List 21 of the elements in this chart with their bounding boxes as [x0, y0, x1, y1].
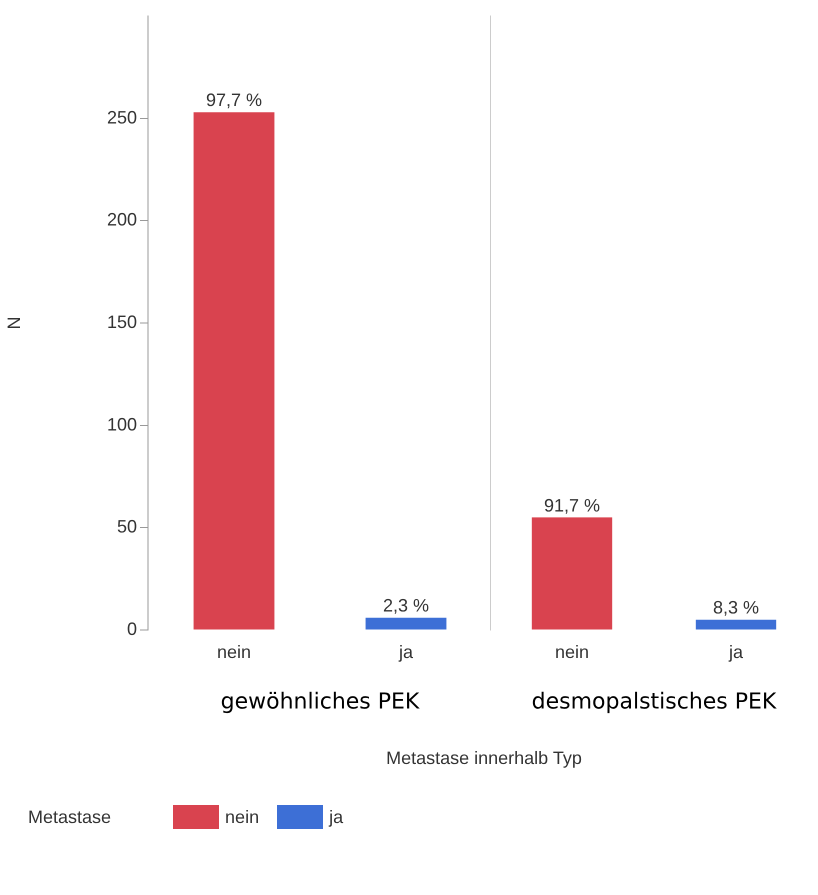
y-tick-label: 150 [106, 312, 137, 332]
x-tick-label: ja [398, 642, 414, 662]
annotation: 97,7 % [206, 90, 262, 110]
y-tick-label: 50 [116, 516, 137, 537]
annotation: 91,7 % [544, 495, 600, 516]
annotation: 2,3 % [382, 596, 430, 616]
legend-label: nein [225, 806, 260, 828]
y-tick-label: 100 [106, 414, 137, 434]
x-axis-title: gewöhnliches PEK [220, 690, 420, 715]
x-tick-label: nein [216, 642, 252, 662]
legend-title: Metastase [28, 806, 112, 828]
y-tick-label: 200 [106, 210, 137, 230]
x-tick-label: nein [554, 642, 590, 662]
annotation: 8,3 % [712, 598, 760, 618]
legend-label: ja [329, 806, 344, 828]
text: Metastase innerhalb Typ [385, 748, 583, 769]
y-tick-label: 250 [106, 107, 137, 128]
y-axis-title: N [4, 316, 24, 330]
y-tick-label: 0 [126, 618, 137, 639]
x-axis-title: desmopalstisches PEK [532, 690, 777, 715]
x-tick-label: ja [728, 642, 744, 662]
